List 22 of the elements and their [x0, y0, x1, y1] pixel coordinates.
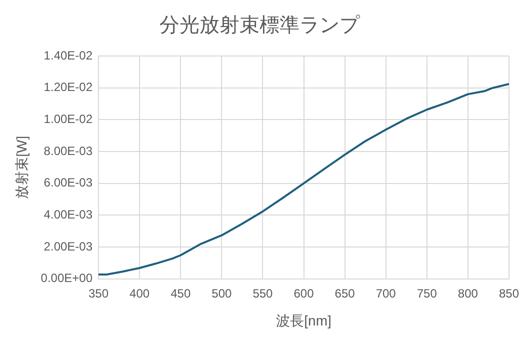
x-tick-label: 750	[416, 286, 438, 300]
y-tick-label: 0.00E+00	[40, 271, 93, 286]
x-tick-label: 400	[130, 286, 150, 300]
y-axis-title: 放射束[W]	[13, 136, 30, 199]
x-tick-label: 600	[294, 286, 314, 300]
x-tick-label: 500	[212, 286, 232, 300]
y-tick-label: 8.00E-03	[44, 144, 93, 158]
y-tick-label: 1.20E-02	[44, 80, 93, 94]
y-tick-label: 1.40E-02	[44, 48, 93, 62]
x-tick-label: 700	[376, 286, 396, 300]
y-tick-label: 2.00E-03	[44, 239, 93, 254]
x-tick-label: 350	[88, 286, 109, 300]
x-tick-label: 800	[458, 286, 478, 300]
chart-title: 分光放射束標準ランプ	[160, 14, 360, 37]
x-axis-title: 波長[nm]	[276, 312, 332, 328]
x-tick-label: 450	[170, 286, 191, 300]
x-tick-label: 650	[334, 286, 356, 300]
y-tick-label: 1.00E-02	[44, 112, 93, 126]
y-tick-label: 4.00E-03	[44, 207, 93, 222]
y-tick-label: 6.00E-03	[44, 176, 93, 190]
x-tick-label: 850	[498, 286, 520, 300]
x-tick-label: 550	[252, 286, 274, 300]
